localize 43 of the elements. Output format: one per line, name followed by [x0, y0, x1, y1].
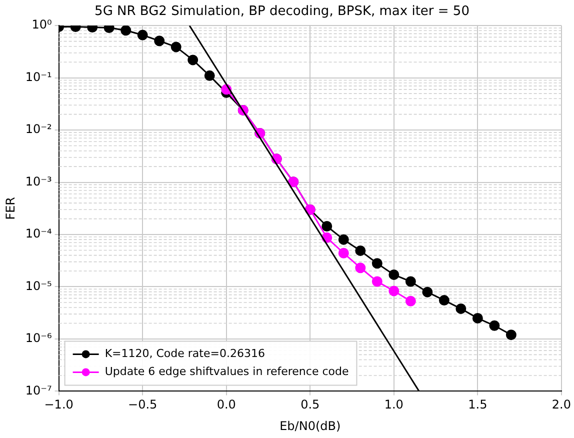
point [204, 70, 215, 81]
point [338, 248, 349, 258]
point [456, 303, 466, 314]
point [388, 286, 400, 296]
y-tick-label: 10⁻³ [25, 174, 52, 188]
x-tick-label: 0.0 [216, 398, 236, 412]
point [338, 234, 349, 245]
x-tick-label: 0.5 [300, 398, 320, 412]
point [422, 286, 433, 298]
point [489, 320, 500, 331]
point [322, 220, 332, 232]
point [372, 258, 382, 269]
y-tick-label: 10⁻⁶ [25, 331, 52, 346]
y-tick-label: 10⁰ [32, 18, 52, 32]
y-tick-label: 10⁻⁵ [25, 278, 52, 293]
point [438, 295, 450, 306]
y-tick-label: 10⁻⁴ [25, 226, 52, 241]
point [188, 54, 198, 66]
y-axis-title: FER [3, 196, 18, 220]
legend-label: K=1120, Code rate=0.26316 [104, 347, 265, 360]
chart-title: 5G NR BG2 Simulation, BP decoding, BPSK, max iter = 50 [94, 4, 470, 20]
point [137, 30, 148, 40]
point [388, 269, 400, 280]
point [405, 296, 416, 306]
point [472, 312, 483, 324]
point [405, 276, 416, 287]
point [120, 26, 132, 36]
x-tick-label: 2.0 [552, 398, 572, 412]
x-tick-label: −1.0 [44, 398, 74, 412]
y-tick-label: 10⁻⁷ [25, 383, 52, 398]
point [355, 262, 366, 274]
y-tick-label: 10⁻² [25, 122, 52, 136]
point [372, 276, 382, 287]
x-tick-label: 1.5 [468, 398, 488, 412]
point [506, 330, 516, 340]
point [170, 42, 182, 52]
legend-label: Update 6 edge shiftvalues in reference code [104, 365, 349, 378]
point [355, 245, 366, 256]
x-axis-title: Eb/N0(dB) [280, 418, 341, 433]
point [154, 36, 165, 46]
x-tick-label: 1.0 [384, 398, 404, 412]
y-tick-label: 10⁻¹ [25, 70, 52, 84]
x-tick-label: −0.5 [128, 398, 158, 412]
